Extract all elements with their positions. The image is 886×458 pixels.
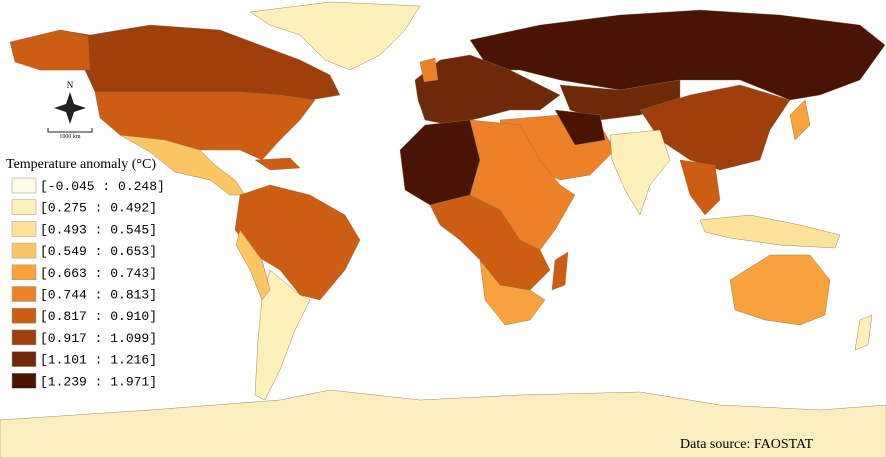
indonesia <box>699 214 841 249</box>
legend-swatch <box>11 373 37 389</box>
legend-label: [0.275 : 0.492] <box>40 201 157 216</box>
usa <box>94 91 316 161</box>
legend-label: [0.817 : 0.910] <box>40 309 157 324</box>
legend-swatch <box>11 351 37 367</box>
compass-rose <box>54 92 86 124</box>
africa-central <box>429 194 551 291</box>
data-source: Data source: FAOSTAT <box>680 437 814 452</box>
scale-bar: 1000 km <box>47 128 93 140</box>
madagascar <box>551 251 569 291</box>
india <box>609 129 671 216</box>
legend-swatch <box>11 329 37 346</box>
legend-swatch <box>11 264 37 281</box>
andes <box>235 229 271 301</box>
legend-swatch <box>11 307 37 324</box>
south-america-north <box>234 184 361 301</box>
greenland <box>249 1 421 71</box>
legend-title: Temperature anomaly (°C) <box>6 157 156 172</box>
africa-south <box>479 259 546 326</box>
africa-sahara-west <box>399 119 481 206</box>
japan <box>789 99 811 141</box>
legend-label: [-0.045 : 0.248] <box>40 179 165 194</box>
legend-label: [0.493 : 0.545] <box>40 222 157 237</box>
alaska <box>9 29 91 71</box>
antarctica <box>0 389 886 458</box>
legend-swatch <box>11 199 37 215</box>
scale-bar-label: 1000 km <box>59 134 81 140</box>
legend-label: [1.239 : 1.971] <box>40 374 157 389</box>
legend: Temperature anomaly (°C) [-0.045 : 0.248… <box>6 157 165 389</box>
uk <box>419 57 439 83</box>
new-zealand <box>854 314 873 351</box>
compass: N <box>54 80 86 124</box>
legend-swatch <box>11 286 37 302</box>
legend-label: [0.917 : 1.099] <box>40 331 157 346</box>
legend-label: [0.663 : 0.743] <box>40 266 157 281</box>
russia <box>469 9 886 101</box>
australia <box>729 254 831 326</box>
legend-label: [0.549 : 0.653] <box>40 244 157 259</box>
legend-label: [1.101 : 1.216] <box>40 353 157 368</box>
legend-swatch <box>11 177 37 194</box>
europe <box>414 54 561 126</box>
caribbean <box>254 157 301 171</box>
scale-bar-line <box>47 128 93 133</box>
legend-swatch <box>11 242 37 259</box>
china <box>639 84 791 171</box>
legend-label: [0.744 : 0.813] <box>40 288 157 303</box>
iran <box>554 109 606 146</box>
compass-label: N <box>67 80 74 90</box>
southeast-asia <box>679 159 721 216</box>
south-america-south <box>254 269 311 401</box>
legend-swatch <box>11 221 37 237</box>
